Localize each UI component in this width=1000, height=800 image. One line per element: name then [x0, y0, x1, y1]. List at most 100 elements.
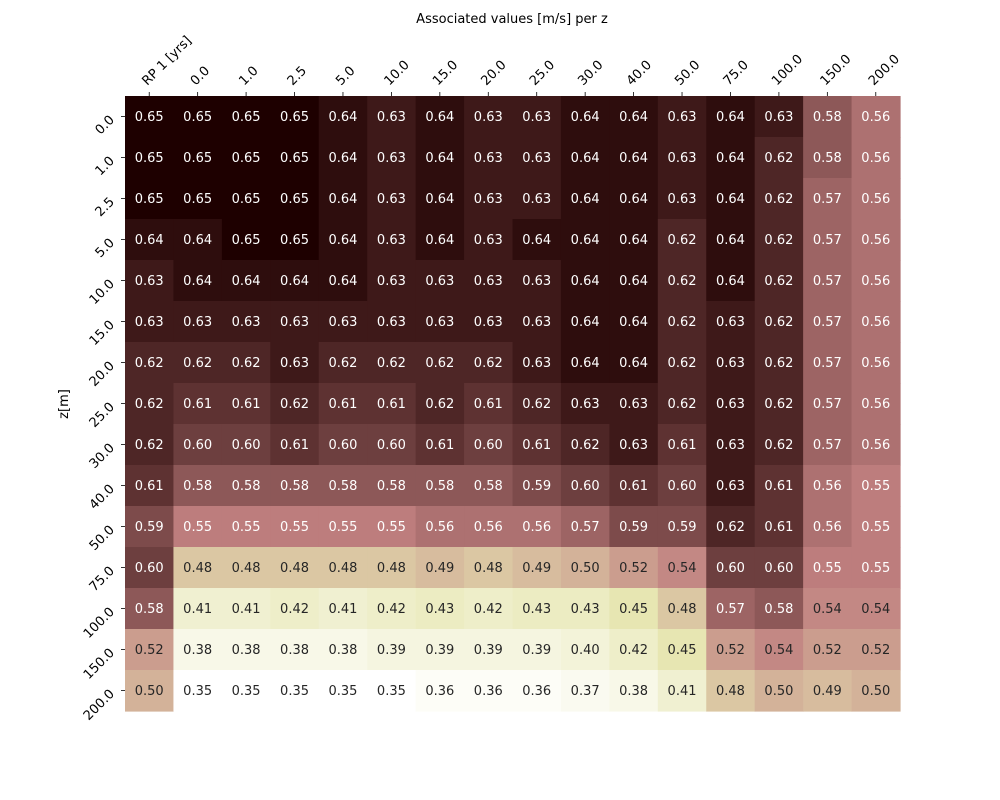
cell-value-label: 0.63 — [328, 315, 357, 330]
cell-value-label: 0.61 — [232, 397, 261, 412]
heatmap-cell — [125, 96, 175, 138]
heatmap-cell — [464, 629, 514, 671]
heatmap-cell — [706, 629, 756, 671]
heatmap-cell — [706, 301, 756, 343]
heatmap-cell — [657, 219, 707, 261]
cell-value-label: 0.62 — [668, 397, 697, 412]
cell-value-label: 0.61 — [619, 479, 648, 494]
cell-value-label: 0.65 — [232, 151, 261, 166]
heatmap-cell — [512, 383, 562, 425]
cell-value-label: 0.56 — [861, 233, 890, 248]
heatmap-cell — [173, 137, 223, 179]
cell-value-label: 0.62 — [764, 274, 793, 289]
cell-value-label: 0.42 — [474, 602, 503, 617]
cell-value-label: 0.63 — [377, 110, 406, 125]
heatmap-cell — [560, 629, 610, 671]
heatmap-cell — [706, 506, 756, 548]
cell-value-label: 0.64 — [328, 110, 357, 125]
heatmap-cell — [270, 219, 320, 261]
heatmap-cell — [803, 219, 853, 261]
heatmap-cell — [318, 137, 368, 179]
heatmap-cell — [270, 137, 320, 179]
heatmap-cell — [560, 96, 610, 138]
heatmap-cell — [367, 383, 417, 425]
cell-value-label: 0.61 — [377, 397, 406, 412]
cell-value-label: 0.63 — [522, 356, 551, 371]
heatmap-cell — [464, 547, 514, 589]
heatmap-cell — [173, 260, 223, 302]
cell-value-label: 0.65 — [183, 192, 212, 207]
heatmap-cell — [512, 219, 562, 261]
cell-value-label: 0.63 — [280, 315, 309, 330]
cell-value-label: 0.52 — [861, 643, 890, 658]
cell-value-label: 0.62 — [425, 356, 454, 371]
cell-value-label: 0.63 — [668, 192, 697, 207]
heatmap-cell — [173, 670, 223, 712]
heatmap-cell — [318, 260, 368, 302]
heatmap-cell — [415, 178, 465, 220]
heatmap-cell — [560, 219, 610, 261]
cell-value-label: 0.55 — [328, 520, 357, 535]
cell-value-label: 0.55 — [861, 520, 890, 535]
cell-value-label: 0.64 — [425, 110, 454, 125]
cell-value-label: 0.42 — [619, 643, 648, 658]
cell-value-label: 0.59 — [668, 520, 697, 535]
heatmap-cell — [609, 219, 659, 261]
cell-value-label: 0.56 — [861, 274, 890, 289]
heatmap-cell — [464, 465, 514, 507]
heatmap-cell — [657, 629, 707, 671]
heatmap-cell — [609, 301, 659, 343]
cell-value-label: 0.64 — [571, 192, 600, 207]
cell-value-label: 0.41 — [668, 684, 697, 699]
heatmap-cell — [851, 260, 901, 302]
heatmap-cell — [415, 219, 465, 261]
cell-value-label: 0.63 — [377, 274, 406, 289]
heatmap-cell — [560, 260, 610, 302]
heatmap-cell — [221, 301, 271, 343]
heatmap-cell — [754, 629, 804, 671]
cell-value-label: 0.48 — [328, 561, 357, 576]
y-tick-label: 50.0 — [87, 523, 118, 554]
cell-value-label: 0.63 — [522, 192, 551, 207]
cell-value-label: 0.64 — [232, 274, 261, 289]
y-tick-label: 200.0 — [81, 687, 118, 724]
heatmap-cell — [512, 424, 562, 466]
x-tick-label: 150.0 — [818, 52, 855, 89]
cell-value-label: 0.64 — [425, 151, 454, 166]
cell-value-label: 0.64 — [183, 274, 212, 289]
cell-value-label: 0.58 — [474, 479, 503, 494]
cell-value-label: 0.63 — [425, 315, 454, 330]
heatmap-cell — [318, 465, 368, 507]
heatmap-cell — [803, 178, 853, 220]
cell-value-label: 0.48 — [232, 561, 261, 576]
heatmap-cell — [754, 178, 804, 220]
heatmap-cell — [706, 342, 756, 384]
heatmap-cell — [657, 424, 707, 466]
heatmap-cell — [367, 219, 417, 261]
heatmap-cell — [754, 96, 804, 138]
heatmap-cell — [221, 506, 271, 548]
heatmap-cell — [415, 260, 465, 302]
cell-value-label: 0.43 — [425, 602, 454, 617]
cell-value-label: 0.65 — [135, 110, 164, 125]
cell-value-label: 0.63 — [232, 315, 261, 330]
cell-value-label: 0.64 — [571, 151, 600, 166]
heatmap-cell — [609, 629, 659, 671]
heatmap-cell — [221, 383, 271, 425]
cell-value-label: 0.62 — [328, 356, 357, 371]
heatmap-cell — [754, 137, 804, 179]
cell-value-label: 0.50 — [571, 561, 600, 576]
heatmap-cell — [609, 260, 659, 302]
heatmap-cell — [270, 96, 320, 138]
heatmap-cell — [125, 424, 175, 466]
heatmap-cell — [173, 178, 223, 220]
heatmap-cell — [318, 301, 368, 343]
heatmap-cell — [367, 547, 417, 589]
heatmap-cell — [318, 547, 368, 589]
cell-value-label: 0.62 — [668, 356, 697, 371]
cell-value-label: 0.38 — [328, 643, 357, 658]
cell-value-label: 0.64 — [328, 192, 357, 207]
y-axis-label: z[m] — [57, 389, 72, 419]
cell-value-label: 0.63 — [522, 151, 551, 166]
cell-value-label: 0.63 — [474, 233, 503, 248]
